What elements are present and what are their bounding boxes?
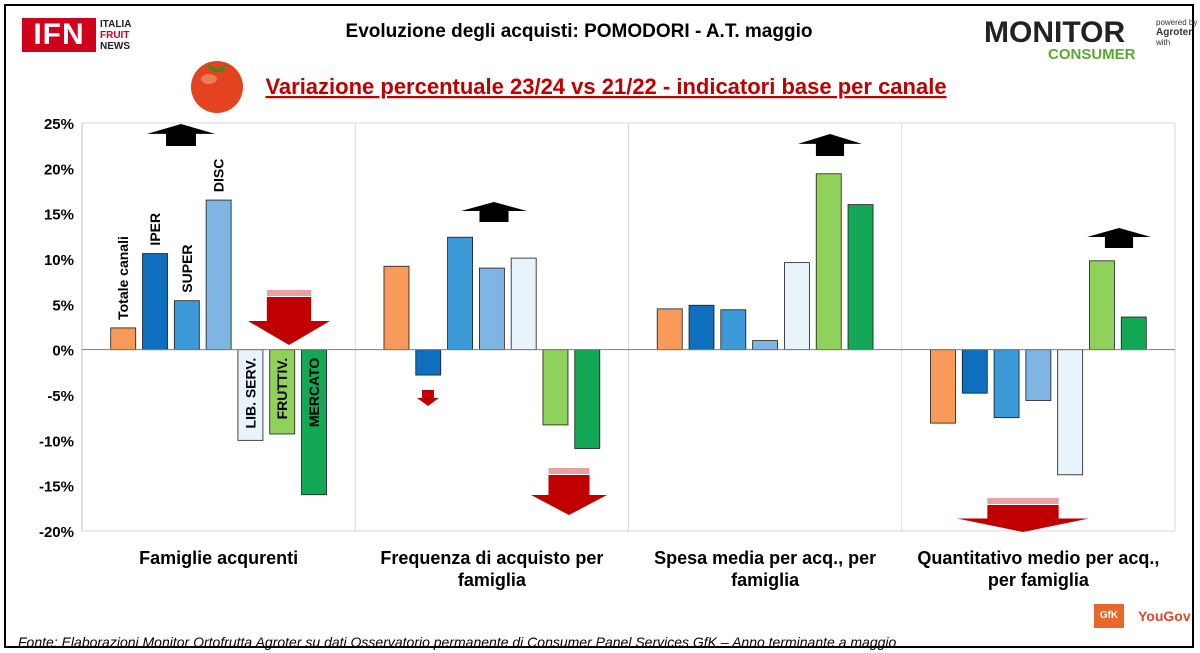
y-tick-label: 20% bbox=[44, 161, 74, 178]
chart-frame: Evoluzione degli acquisti: POMODORI - A.… bbox=[4, 4, 1197, 650]
bar-disc-0 bbox=[205, 199, 232, 351]
bar-totale-canali-0 bbox=[110, 327, 137, 351]
category-label: per famiglia bbox=[988, 570, 1090, 590]
bar-lib-serv--0 bbox=[237, 349, 264, 441]
up-arrow-frequenza bbox=[461, 202, 527, 222]
bar-super-1 bbox=[447, 236, 473, 351]
category-label: Frequenza di acquisto per bbox=[380, 548, 603, 568]
bar-iper-2 bbox=[688, 304, 715, 351]
bar-mercato-1 bbox=[574, 349, 601, 449]
bar-iper-3 bbox=[961, 349, 988, 394]
category-label: Famiglie acqurenti bbox=[139, 548, 298, 568]
tomato-icon-highlight bbox=[201, 74, 217, 84]
monitor-consumer-logo: MONITOR CONSUMER powered by Agroter with bbox=[984, 16, 1199, 66]
bar-disc-2 bbox=[752, 340, 779, 351]
bar-iper-1 bbox=[415, 349, 442, 376]
powered-label: powered by bbox=[1156, 18, 1198, 27]
bar-totale-canali-1 bbox=[383, 265, 410, 351]
category-label: famiglia bbox=[458, 570, 527, 590]
bar-lib-serv--3 bbox=[1057, 349, 1084, 476]
series-label: LIB. SERV. bbox=[242, 358, 258, 429]
bar-super-3 bbox=[993, 349, 1020, 419]
with-label: with bbox=[1156, 38, 1171, 47]
bar-disc-3 bbox=[1025, 349, 1052, 401]
chart-subtitle: Variazione percentuale 23/24 vs 21/22 - … bbox=[265, 74, 946, 99]
powered-by: powered by Agroter with bbox=[1156, 18, 1197, 48]
down-arrow-famiglie bbox=[248, 297, 330, 345]
ifn-logo-main: IFN bbox=[22, 18, 96, 52]
category-label: Spesa media per acq., per bbox=[654, 548, 876, 568]
bar-super-2 bbox=[720, 309, 747, 351]
y-tick-label: -20% bbox=[39, 524, 74, 541]
y-tick-label: 15% bbox=[44, 207, 74, 224]
yougov-logo: YouGov bbox=[1138, 608, 1191, 624]
monitor-word: MONITOR bbox=[984, 16, 1126, 49]
ifn-logo-text: ITALIA FRUIT NEWS bbox=[100, 19, 131, 52]
ifn-logo: IFN ITALIA FRUIT NEWS bbox=[22, 18, 142, 54]
gfk-yougov-logo: GfK YouGov bbox=[1094, 604, 1200, 634]
ifn-line2: FRUIT bbox=[100, 30, 130, 41]
y-tick-label: -5% bbox=[47, 388, 74, 405]
series-label: FRUTTIV. bbox=[274, 358, 290, 420]
series-label: IPER bbox=[147, 213, 163, 246]
series-label: Totale canali bbox=[115, 236, 131, 320]
tomato-icon bbox=[191, 61, 243, 113]
down-arrow-frequenza-small bbox=[417, 390, 439, 406]
series-label: SUPER bbox=[179, 244, 195, 292]
up-arrow-quantitativo bbox=[1087, 228, 1151, 248]
bar-iper-0 bbox=[142, 253, 168, 351]
bar-mercato-3 bbox=[1120, 316, 1147, 351]
gfk-logo: GfK bbox=[1094, 604, 1124, 628]
category-label: Quantitativo medio per acq., bbox=[917, 548, 1159, 568]
bar-lib-serv--2 bbox=[784, 262, 810, 351]
y-tick-label: 10% bbox=[44, 252, 74, 269]
bar-disc-1 bbox=[478, 267, 505, 351]
up-arrow-famiglie bbox=[147, 124, 215, 146]
chart-title: Evoluzione degli acquisti: POMODORI - A.… bbox=[346, 21, 813, 42]
bar-totale-canali-3 bbox=[930, 349, 956, 424]
series-label: DISC bbox=[211, 159, 227, 192]
tomato-icon-leaves bbox=[205, 63, 229, 72]
bar-chart: Evoluzione degli acquisti: POMODORI - A.… bbox=[39, 21, 1176, 590]
bar-fruttiv--3 bbox=[1089, 260, 1115, 351]
y-tick-label: -15% bbox=[39, 479, 74, 496]
ifn-line3: NEWS bbox=[100, 41, 130, 52]
down-arrow-quantitativo bbox=[957, 505, 1089, 532]
consumer-word: CONSUMER bbox=[1048, 46, 1136, 63]
series-label: MERCATO bbox=[306, 358, 322, 428]
y-tick-label: 25% bbox=[44, 116, 74, 133]
bar-super-0 bbox=[173, 300, 200, 351]
bar-mercato-2 bbox=[847, 204, 874, 351]
bar-fruttiv--2 bbox=[815, 173, 842, 351]
source-note: Fonte: Elaborazioni Monitor Ortofrutta A… bbox=[18, 634, 897, 650]
agroter-label: Agroter bbox=[1156, 27, 1193, 38]
category-label: famiglia bbox=[731, 570, 800, 590]
up-arrow-spesa bbox=[798, 134, 862, 156]
bar-fruttiv--0 bbox=[269, 349, 296, 435]
y-tick-label: -10% bbox=[39, 433, 74, 450]
ifn-line1: ITALIA bbox=[100, 19, 132, 30]
y-tick-label: 5% bbox=[52, 297, 74, 314]
down-arrow-frequenza bbox=[531, 475, 607, 515]
bar-totale-canali-2 bbox=[656, 308, 683, 351]
bar-lib-serv--1 bbox=[510, 257, 537, 351]
bar-fruttiv--1 bbox=[542, 349, 569, 426]
y-tick-label: 0% bbox=[52, 343, 74, 360]
